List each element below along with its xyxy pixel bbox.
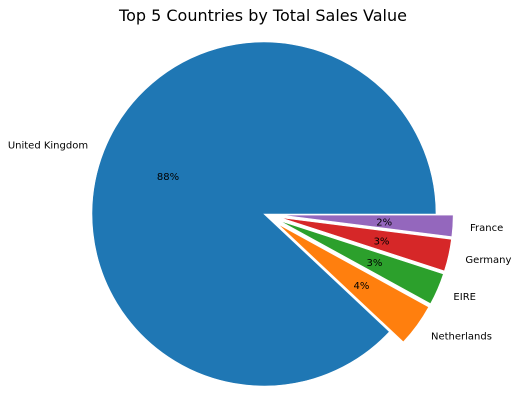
slice-label-france: France <box>470 223 503 234</box>
pie-slice-netherlands <box>277 223 430 343</box>
slice-label-eire: EIRE <box>453 292 476 303</box>
slice-percent-france: 2% <box>376 218 392 229</box>
chart-title: Top 5 Countries by Total Sales Value <box>118 6 407 25</box>
slice-label-netherlands: Netherlands <box>431 331 492 342</box>
pie-slice-eire <box>279 220 444 305</box>
slice-percent-eire: 3% <box>367 258 383 269</box>
slice-percent-netherlands: 4% <box>353 281 369 292</box>
pie-slice-germany <box>280 217 452 272</box>
pie-slices <box>91 41 454 387</box>
slice-percent-united-kingdom: 88% <box>157 172 179 183</box>
slice-label-germany: Germany <box>465 255 511 266</box>
pie-slice-united-kingdom <box>91 41 437 387</box>
pie-slice-france <box>281 214 454 237</box>
pie-labels: United Kingdom 88% Netherlands 4% EIRE 3% Germ… <box>8 140 512 342</box>
slice-label-united-kingdom: United Kingdom <box>8 140 88 151</box>
slice-percent-germany: 3% <box>374 236 390 247</box>
